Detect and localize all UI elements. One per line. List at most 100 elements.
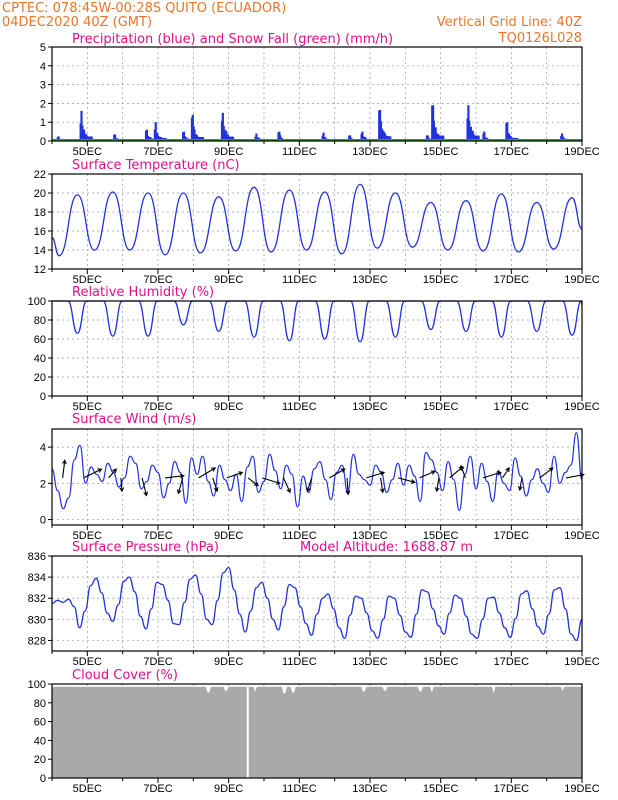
wind-arrow: [539, 467, 554, 479]
x-tick-label: 7DEC: [143, 146, 172, 158]
x-tick-label: 13DEC: [352, 783, 388, 795]
y-tick-label: 0: [40, 515, 46, 527]
precip-title: Precipitation (blue) and Snow Fall (gree…: [72, 32, 393, 47]
wind-arrow-head: [496, 471, 502, 476]
precip-bar: [477, 135, 480, 141]
wind-arrow: [565, 474, 584, 479]
precip-panel: 0 1 2 3 4 5 5DEC 7DEC 9DEC 11DEC 13DEC 15DEC 17DEC 19…: [40, 42, 600, 158]
y-tick-label: 80: [34, 315, 46, 327]
y-tick-label: 0: [40, 391, 46, 403]
humidity-title: Relative Humidity (%): [72, 285, 214, 300]
precip-bar: [389, 136, 392, 141]
wind-arrow: [120, 477, 123, 492]
y-tick-label: 834: [28, 572, 46, 584]
wind-arrow: [482, 471, 501, 479]
wind-arrow: [306, 477, 313, 492]
x-tick-label: 11DEC: [282, 530, 317, 542]
cloud-area: [52, 686, 582, 778]
wind-arrow: [460, 465, 466, 479]
x-tick-label: 7DEC: [143, 530, 172, 542]
precip-bar: [506, 122, 509, 141]
precip-bar: [231, 136, 235, 141]
wind-arrow-head: [430, 470, 436, 475]
x-tick-label: 9DEC: [214, 656, 243, 668]
wind-arrow-head: [179, 473, 185, 479]
y-tick-label: 22: [34, 169, 46, 181]
y-tick-label: 2: [40, 98, 46, 110]
wind-speed-line: [51, 431, 583, 512]
x-tick-label: 19DEC: [564, 530, 600, 542]
wind-arrow-head: [286, 488, 291, 494]
model-altitude: Model Altitude: 1688.87 m: [300, 540, 473, 555]
precip-bar: [442, 135, 445, 141]
x-tick-label: 11DEC: [282, 656, 317, 668]
y-tick-label: 100: [28, 296, 46, 308]
precip-bar: [322, 132, 325, 141]
wind-arrow-head: [275, 480, 281, 485]
humidity-line: [51, 300, 583, 343]
wind-arrow: [177, 477, 184, 494]
wind-arrow-head: [380, 471, 386, 476]
y-tick-label: 40: [34, 353, 46, 365]
x-tick-label: 5DEC: [73, 401, 102, 413]
wind-arrow-head: [112, 468, 117, 474]
y-tick-label: 2: [40, 478, 46, 490]
x-tick-label: 19DEC: [564, 146, 600, 158]
wind-arrow: [329, 468, 346, 479]
x-tick-label: 9DEC: [214, 401, 243, 413]
header: CPTEC: 078:45W-00:28S QUITO (ECUADOR) 04…: [2, 1, 582, 46]
station-title: CPTEC: 078:45W-00:28S QUITO (ECUADOR): [2, 1, 286, 16]
wind-arrow: [282, 477, 291, 493]
wind-arrow-head: [548, 467, 554, 472]
y-tick-label: 1: [40, 117, 46, 129]
humidity-panel: 0 20 40 60 80 100 5DEC 7DEC 9DEC 11DEC 13DEC 15DEC 1…: [28, 296, 600, 413]
wind-arrow-head: [410, 479, 416, 484]
grid-note: Vertical Grid Line: 40Z: [437, 15, 582, 30]
panel-frame: [51, 555, 583, 652]
x-tick-label: 17DEC: [494, 530, 530, 542]
panel-frame: [51, 173, 583, 270]
x-tick-label: 13DEC: [352, 274, 388, 286]
x-tick-label: 15DEC: [423, 783, 459, 795]
x-tick-label: 5DEC: [73, 274, 102, 286]
x-tick-label: 15DEC: [423, 401, 459, 413]
wind-arrow-head: [459, 464, 465, 470]
y-tick-label: 16: [34, 226, 46, 238]
x-tick-label: 17DEC: [494, 146, 530, 158]
pressure-title: Surface Pressure (hPa): [72, 540, 219, 555]
y-tick-label: 4: [40, 442, 46, 454]
wind-arrow: [108, 468, 117, 479]
wind-arrow-head: [505, 467, 510, 473]
temperature-line: [51, 183, 583, 257]
wind-arrow: [366, 471, 385, 479]
panel-frame: [51, 300, 583, 397]
wind-arrow-head: [62, 459, 67, 465]
wind-title: Surface Wind (m/s): [72, 412, 196, 427]
x-tick-label: 7DEC: [143, 656, 172, 668]
wind-arrow: [141, 477, 148, 496]
x-tick-label: 5DEC: [73, 783, 102, 795]
x-tick-label: 5DEC: [73, 656, 102, 668]
y-tick-label: 60: [34, 334, 46, 346]
cloud-title: Cloud Cover (%): [72, 668, 178, 683]
x-tick-label: 5DEC: [73, 530, 102, 542]
precip-bar: [483, 131, 486, 141]
wind-arrow: [380, 477, 384, 493]
x-tick-label: 15DEC: [423, 530, 459, 542]
x-tick-label: 19DEC: [564, 401, 600, 413]
wind-arrow-head: [434, 487, 440, 493]
x-tick-label: 15DEC: [423, 146, 459, 158]
x-tick-label: 7DEC: [143, 274, 172, 286]
y-tick-label: 0: [40, 136, 46, 148]
x-tick-label: 7DEC: [143, 401, 172, 413]
y-tick-label: 20: [34, 188, 46, 200]
y-tick-label: 836: [28, 551, 46, 563]
x-tick-label: 19DEC: [564, 274, 600, 286]
x-tick-label: 5DEC: [73, 146, 102, 158]
precip-bar: [145, 129, 148, 141]
wind-arrow: [198, 467, 216, 479]
run-code: TQ0126L028: [498, 31, 582, 46]
precip-bar: [90, 136, 93, 141]
y-tick-label: 832: [28, 593, 46, 605]
